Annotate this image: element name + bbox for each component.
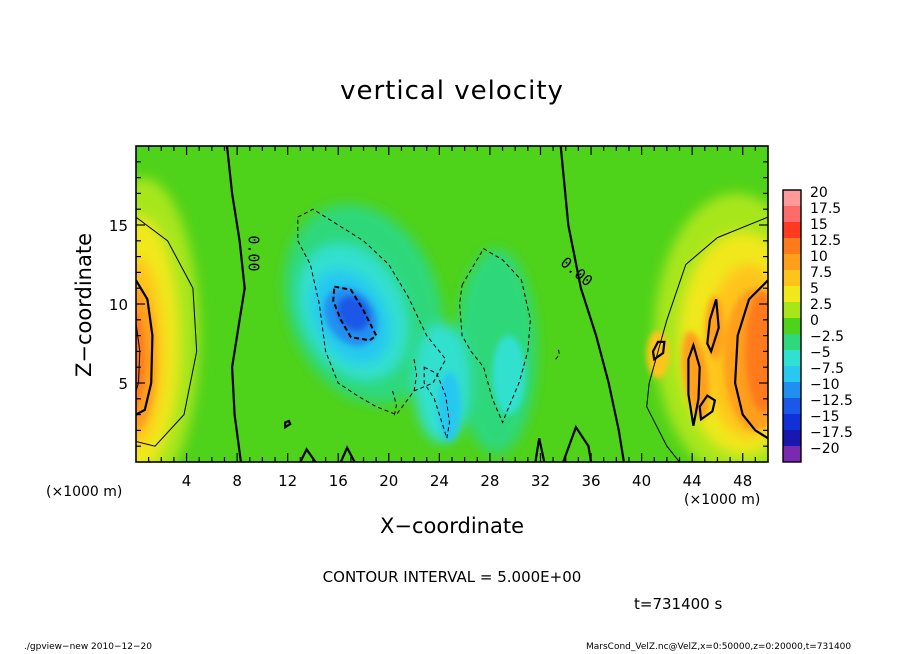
colorbar-swatch bbox=[783, 430, 801, 447]
colorbar-label: −2.5 bbox=[810, 329, 844, 345]
colorbar-swatch bbox=[783, 350, 801, 367]
colorbar-swatch bbox=[783, 398, 801, 415]
left-plus10-contour bbox=[136, 279, 154, 416]
colorbar-swatch bbox=[783, 286, 801, 303]
footer-source: MarsCond_VelZ.nc@VelZ,x=0:50000,z=0:2000… bbox=[586, 642, 852, 652]
right-cell-c-contour bbox=[651, 340, 666, 362]
right-cell-b-contour bbox=[706, 298, 720, 355]
colorbar-label: −17.5 bbox=[810, 425, 853, 441]
narrow-downdraft-c bbox=[492, 335, 526, 415]
colorbar-label: 20 bbox=[810, 185, 828, 201]
colorbar-swatch bbox=[783, 206, 801, 223]
minus5-contour-fragment-b bbox=[392, 390, 397, 418]
y-axis-label: Z−coordinate bbox=[72, 233, 96, 377]
x-tick-label: 48 bbox=[733, 472, 752, 490]
x-axis-label: X−coordinate bbox=[380, 514, 524, 538]
x-tick-label: 12 bbox=[278, 472, 297, 490]
x-tick-label: 40 bbox=[632, 472, 651, 490]
colorbar: 2017.51512.5107.552.50−2.5−5−7.5−10−12.5… bbox=[782, 185, 853, 463]
colorbar-swatch bbox=[783, 382, 801, 399]
left-plus5-contour bbox=[136, 216, 198, 447]
zero-contour-label-left: 0.00 bbox=[244, 235, 262, 271]
right-cell-b bbox=[706, 296, 724, 360]
colorbar-label: 0 bbox=[810, 313, 819, 329]
colorbar-label: −10 bbox=[810, 377, 840, 393]
colorbar-label: 5 bbox=[810, 281, 819, 297]
minus5-contour-narrow bbox=[423, 366, 451, 439]
downdraft-peak bbox=[336, 295, 370, 332]
colorbar-swatch bbox=[783, 446, 801, 463]
footer-program-date: ./gpview−new 2010−12−20 bbox=[24, 642, 152, 652]
small-cell-contour bbox=[284, 419, 292, 430]
time-label: t=731400 s bbox=[634, 595, 723, 613]
colorbar-swatch bbox=[783, 334, 801, 351]
surface-contour-c bbox=[534, 438, 546, 462]
surface-contour-d bbox=[562, 424, 593, 462]
colorbar-label: 10 bbox=[810, 249, 828, 265]
right-plus5-contour bbox=[646, 216, 768, 462]
colorbar-label: 2.5 bbox=[810, 297, 832, 313]
colorbar-swatch bbox=[783, 414, 801, 431]
y-tick-label: 5 bbox=[118, 375, 128, 393]
colorbar-swatch bbox=[783, 270, 801, 287]
narrow-downdraft-b bbox=[438, 371, 461, 442]
x-tick-label: 4 bbox=[182, 472, 192, 490]
colorbar-swatch bbox=[783, 318, 801, 335]
minus10-contour bbox=[332, 285, 378, 342]
colorbar-label: −5 bbox=[810, 345, 831, 361]
x-tick-label: 24 bbox=[430, 472, 449, 490]
x-tick-label: 28 bbox=[480, 472, 499, 490]
minus5-contour-second bbox=[459, 248, 531, 424]
x-tick-label: 8 bbox=[232, 472, 242, 490]
colorbar-label: 12.5 bbox=[810, 233, 841, 249]
colorbar-swatch bbox=[783, 238, 801, 255]
colorbar-swatch bbox=[783, 254, 801, 271]
x-unit-right: (×1000 m) bbox=[684, 492, 761, 508]
contour-interval-label: CONTOUR INTERVAL = 5.000E+00 bbox=[322, 568, 582, 586]
right-cell-a-contour bbox=[687, 341, 701, 426]
colorbar-label: 17.5 bbox=[810, 201, 841, 217]
colorbar-swatch bbox=[783, 222, 801, 239]
surface-contour-b bbox=[339, 445, 356, 462]
minus5-contour-fragment-a bbox=[413, 359, 418, 391]
right-updraft-peak bbox=[745, 291, 768, 412]
colorbar-label: −15 bbox=[810, 409, 840, 425]
colorbar-label: 15 bbox=[810, 217, 828, 233]
colorbar-label: −20 bbox=[810, 441, 840, 457]
x-tick-label: 20 bbox=[379, 472, 398, 490]
colorbar-swatch bbox=[783, 302, 801, 319]
x-unit-left: (×1000 m) bbox=[46, 484, 123, 500]
y-tick-label: 15 bbox=[109, 217, 128, 235]
y-tick-label: 10 bbox=[109, 296, 128, 314]
contour-lines: 0.00 0.00 bbox=[136, 146, 768, 462]
minus5-contour-fragment-c bbox=[555, 348, 560, 360]
left-updraft-peak bbox=[136, 311, 145, 408]
right-cell-c bbox=[646, 330, 670, 379]
zero-contour-left bbox=[225, 146, 246, 462]
colorbar-swatch bbox=[783, 366, 801, 383]
chart-title: vertical velocity bbox=[340, 76, 564, 106]
colorbar-swatch bbox=[783, 190, 801, 207]
x-tick-label: 16 bbox=[329, 472, 348, 490]
colorbar-label: −7.5 bbox=[810, 361, 844, 377]
x-tick-label: 36 bbox=[581, 472, 600, 490]
right-cell-d-contour bbox=[698, 394, 717, 422]
x-tick-label: 32 bbox=[531, 472, 550, 490]
velocity-field bbox=[136, 146, 768, 462]
zero-contour-right bbox=[559, 146, 625, 462]
right-plus10-contour bbox=[733, 279, 768, 440]
colorbar-label: 7.5 bbox=[810, 265, 832, 281]
x-tick-label: 44 bbox=[683, 472, 702, 490]
colorbar-label: −12.5 bbox=[810, 393, 853, 409]
colorbar-border bbox=[782, 189, 802, 463]
